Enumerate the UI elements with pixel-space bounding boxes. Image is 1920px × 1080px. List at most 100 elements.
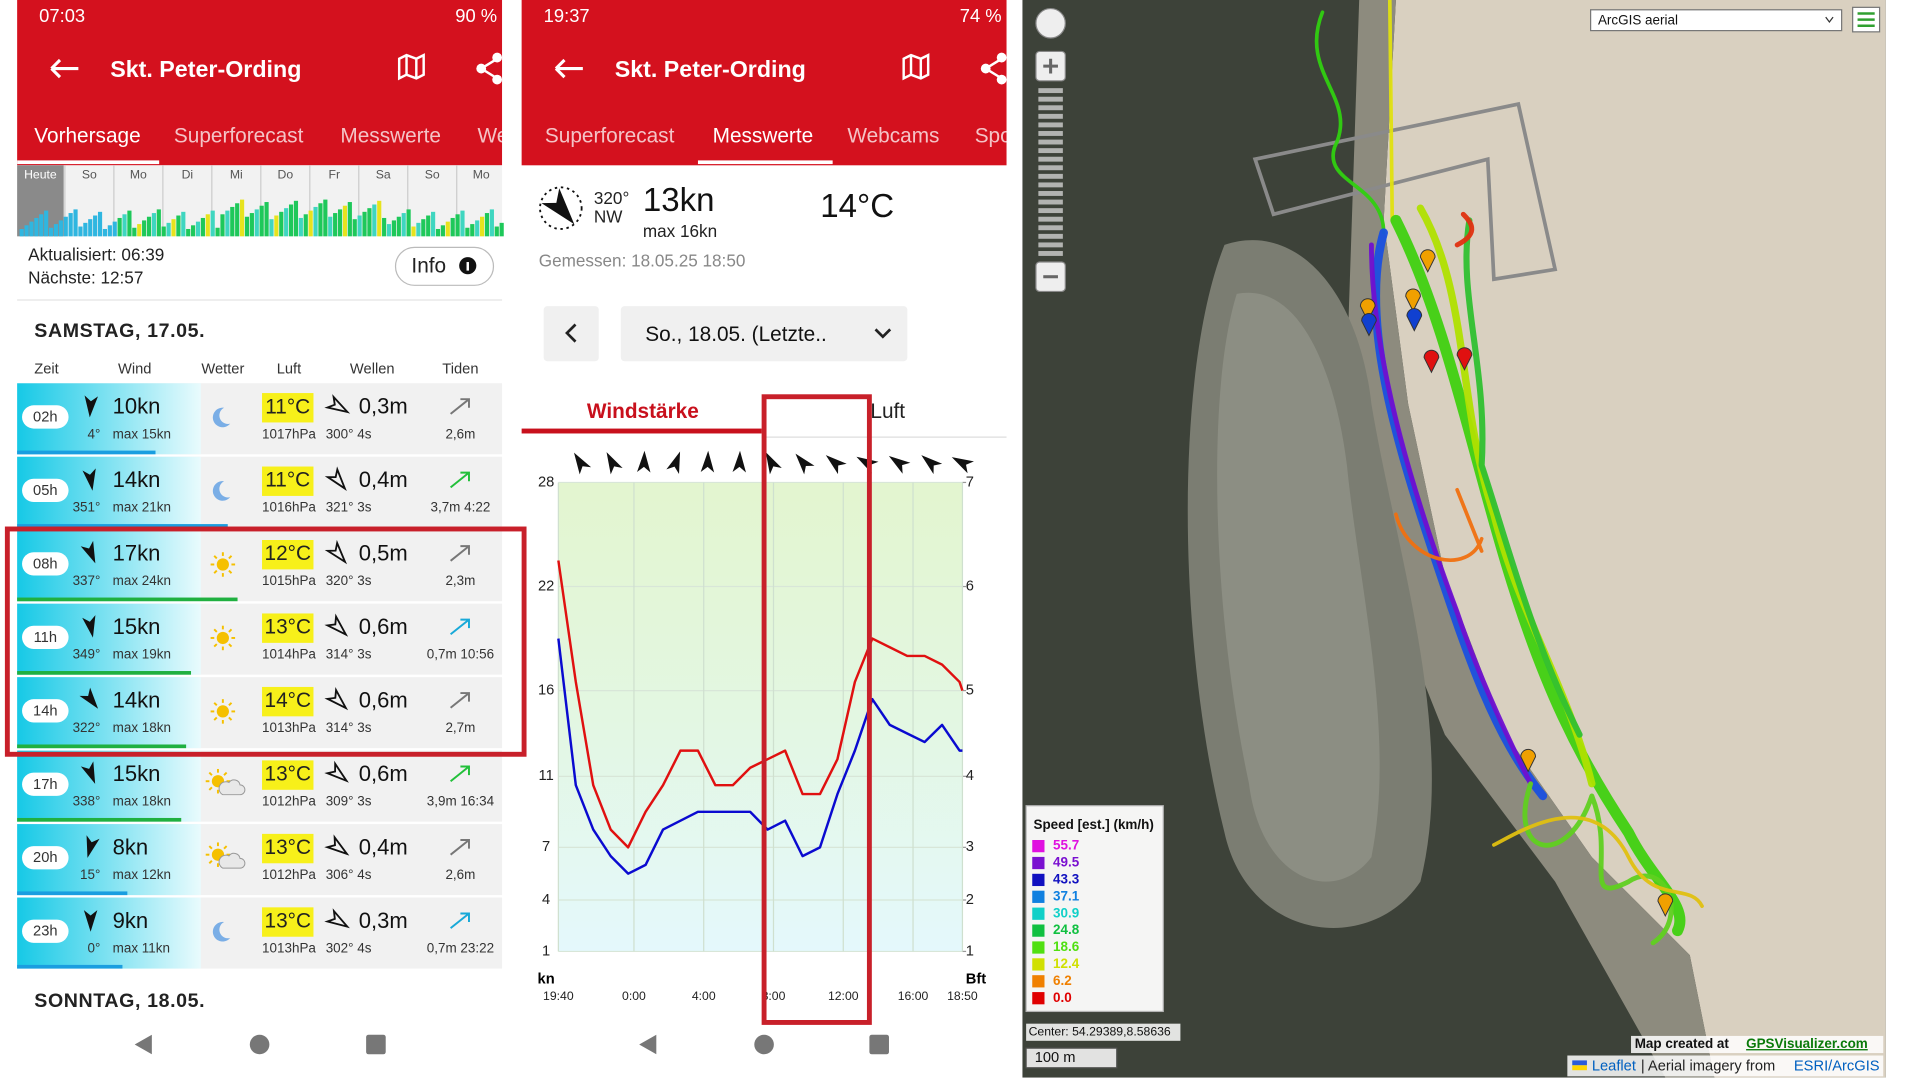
- nav-home[interactable]: [754, 1034, 774, 1055]
- direction-arrow: [765, 452, 782, 475]
- map-marker[interactable]: [1456, 347, 1473, 371]
- info-label[interactable]: Info: [411, 254, 446, 277]
- nav-home[interactable]: [249, 1034, 270, 1055]
- row-tide: 0,7m 10:56: [427, 647, 494, 662]
- row-time: 02h: [33, 409, 58, 425]
- status-time: 19:37: [544, 5, 590, 26]
- chart-tab-indicator: [521, 428, 762, 434]
- tab[interactable]: Messwerte: [340, 125, 441, 148]
- gps-track: [1387, 0, 1395, 223]
- tab[interactable]: Spo: [975, 125, 1012, 148]
- nav-recent[interactable]: [869, 1034, 889, 1055]
- row-wind: 14kn: [113, 687, 161, 712]
- air-temp: 14°C: [820, 188, 894, 225]
- map-marker[interactable]: [1423, 349, 1440, 374]
- forecast-bar: [112, 221, 117, 237]
- prev-button[interactable]: [543, 306, 599, 362]
- zoom-slider-step: [1038, 182, 1063, 188]
- zoom-slider-step: [1038, 139, 1063, 145]
- map-button[interactable]: [397, 53, 425, 81]
- date-select[interactable]: [620, 306, 908, 362]
- row-wind-dir: 322°: [73, 720, 101, 735]
- attribution-link[interactable]: Leaflet: [1592, 1058, 1636, 1074]
- map-marker[interactable]: [1405, 288, 1421, 313]
- chart-tab[interactable]: Windstärke: [587, 400, 699, 423]
- map-beach: [1383, 0, 1886, 1078]
- gps-track: [1463, 217, 1583, 738]
- weather-moon: [212, 921, 231, 942]
- tab[interactable]: Webcams: [847, 125, 939, 148]
- direction-arrow: [795, 453, 815, 475]
- tab[interactable]: Superforecast: [174, 125, 304, 148]
- nav-recent[interactable]: [366, 1034, 386, 1055]
- info-button[interactable]: [394, 246, 495, 286]
- row-wave: 0,3m: [359, 908, 408, 933]
- nav-back[interactable]: [134, 1034, 152, 1055]
- forecast-bar: [318, 203, 323, 237]
- wind-dir: 320°: [594, 188, 629, 208]
- layer-select-label[interactable]: ArcGIS aerial: [1598, 12, 1678, 27]
- chart-tab[interactable]: Luft: [870, 400, 905, 423]
- wind-compass: NW: [594, 206, 623, 226]
- map-marker[interactable]: [1361, 313, 1377, 337]
- time-pill: [22, 919, 69, 943]
- weather-sun-ray: [213, 702, 218, 707]
- forecast-bar: [215, 227, 220, 237]
- map-marker[interactable]: [1359, 298, 1376, 322]
- zoom-slider-step: [1038, 251, 1063, 256]
- row-wind-dir: 338°: [73, 794, 101, 809]
- forecast-bar: [337, 209, 343, 237]
- tab-indicator: [697, 160, 833, 165]
- back-button[interactable]: [50, 58, 79, 79]
- forecast-bar: [39, 214, 44, 237]
- map-marker[interactable]: [1657, 893, 1674, 918]
- forecast-bar: [367, 208, 372, 237]
- locate-button[interactable]: [1035, 7, 1066, 39]
- credit-link[interactable]: GPSVisualizer.com: [1746, 1036, 1868, 1051]
- tide-icon: [450, 471, 470, 489]
- forecast-bar: [186, 228, 191, 237]
- forecast-bar: [298, 217, 303, 237]
- zoom-slider-step: [1038, 88, 1063, 94]
- legend-label: 0.0: [1053, 990, 1072, 1005]
- forecast-bar: [230, 206, 235, 237]
- row-temp: 13°C: [265, 763, 311, 786]
- tab[interactable]: Vorhersage: [34, 125, 140, 148]
- day-label: Heute: [24, 167, 57, 181]
- direction-arrow: [80, 761, 96, 784]
- weather-sun-ray: [228, 716, 233, 721]
- forecast-bar: [284, 208, 289, 237]
- weather-sun-ray: [208, 860, 213, 865]
- tab[interactable]: Superforecast: [545, 125, 675, 148]
- map-marker[interactable]: [1520, 748, 1537, 773]
- date-select-label[interactable]: So., 18.05. (Letzte..: [645, 323, 827, 346]
- forecast-bar: [391, 220, 396, 237]
- forecast-bar: [93, 215, 98, 237]
- time-pill: [22, 772, 69, 796]
- zoom-slider-step: [1038, 191, 1063, 196]
- row-wave: 0,4m: [359, 467, 408, 492]
- row-wind-max: max 19kn: [113, 647, 171, 662]
- map-button[interactable]: [902, 53, 930, 81]
- zoom-slider-step: [1038, 156, 1063, 162]
- row-wind-bar: [17, 817, 182, 822]
- map-marker[interactable]: [1419, 249, 1436, 273]
- tab[interactable]: We: [478, 125, 509, 148]
- temp-badge: [262, 613, 314, 643]
- nav-back[interactable]: [639, 1034, 657, 1055]
- layer-select[interactable]: [1590, 9, 1843, 32]
- tide-icon: [450, 912, 470, 929]
- tide-icon: [450, 545, 470, 562]
- row-wind: 15kn: [113, 614, 161, 639]
- tab[interactable]: Messwerte: [713, 125, 814, 148]
- forecast-bar: [455, 214, 460, 237]
- time-pill: [22, 552, 69, 576]
- map-marker[interactable]: [1406, 308, 1423, 332]
- legend-swatch: [1032, 856, 1045, 870]
- status-time: 07:03: [39, 5, 85, 26]
- back-button[interactable]: [554, 58, 583, 79]
- direction-arrow: [82, 615, 96, 638]
- weather-sun-ray: [223, 845, 228, 850]
- direction-arrow: [732, 450, 746, 473]
- attribution-source[interactable]: ESRI/ArcGIS: [1794, 1058, 1880, 1074]
